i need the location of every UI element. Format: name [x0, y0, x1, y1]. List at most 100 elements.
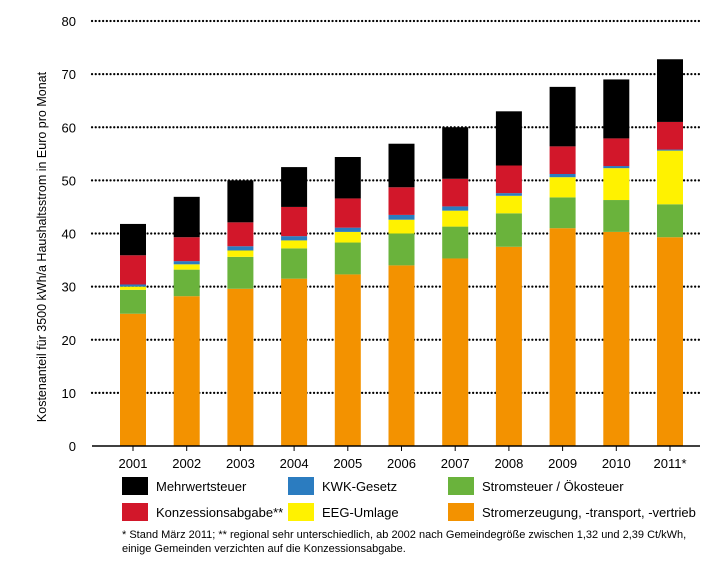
legend-label: Stromerzeugung, -transport, -vertrieb [482, 504, 696, 520]
bar-segment [495, 195, 522, 214]
bar-segment [334, 274, 361, 446]
bar-segment [173, 269, 200, 297]
bar-segment [549, 228, 576, 446]
bar-segment [549, 146, 576, 174]
bar-segment [281, 167, 308, 207]
y-tick-label: 80 [62, 14, 76, 29]
bar-segment [549, 177, 576, 198]
footnote-line: einige Gemeinden verzichten auf die Konz… [122, 543, 406, 555]
bar-segment [388, 219, 415, 234]
bar-segment [120, 255, 146, 285]
bar-segment [120, 286, 146, 290]
bar-segment [442, 206, 469, 211]
x-tick-label: 2009 [548, 456, 577, 471]
bar-segment [227, 288, 254, 446]
bar-segment [388, 233, 415, 266]
bar-segment [495, 111, 522, 166]
bar-segment [603, 231, 630, 446]
legend-item-mehrwertsteuer: Mehrwertsteuer [122, 476, 246, 496]
bar-segment [173, 196, 200, 238]
legend-item-stromsteuer: Stromsteuer / Ökosteuer [448, 476, 624, 496]
bar-segment [281, 206, 308, 237]
x-tick-label: 2001 [119, 456, 148, 471]
legend-swatch [288, 477, 314, 495]
x-tick-label: 2010 [602, 456, 631, 471]
bar-segment [120, 284, 146, 287]
bar-segment [495, 213, 522, 247]
bar-segment [442, 127, 469, 179]
legend: Mehrwertsteuer KWK-Gesetz Stromsteuer / … [122, 476, 702, 524]
bar-segment [657, 150, 683, 205]
bar-segment [549, 174, 576, 178]
bar-segment [281, 236, 308, 241]
y-tick-label: 10 [62, 386, 76, 401]
bar-segment [657, 204, 683, 238]
y-tick-label: 0 [69, 439, 76, 454]
y-tick-label: 50 [62, 173, 76, 188]
bar-segment [120, 313, 146, 446]
legend-label: Stromsteuer / Ökosteuer [482, 478, 624, 494]
bar-segment [334, 157, 361, 199]
legend-item-kwk-gesetz: KWK-Gesetz [288, 476, 397, 496]
bar-segment [495, 246, 522, 446]
y-tick-label: 20 [62, 333, 76, 348]
bar-segment [657, 237, 683, 446]
bar-segment [603, 166, 630, 169]
x-tick-label: 2006 [387, 456, 416, 471]
bar-segment [657, 149, 683, 151]
bar-segment [281, 240, 308, 249]
stacked-bar-chart: 0 10 20 30 40 50 60 70 80 2001 2002 2003 2004 2005 200… [35, 14, 702, 471]
legend-label: EEG-Umlage [322, 504, 399, 520]
bar-segment [495, 193, 522, 196]
bar-segment [227, 250, 254, 257]
y-axis-title: Kostenanteil für 3500 kWh/a Haushaltsstr… [35, 71, 49, 422]
bar-segment [173, 264, 200, 270]
bar-segment [442, 210, 469, 227]
bar-segment [388, 214, 415, 220]
x-tick-label: 2008 [494, 456, 523, 471]
bar-segment [334, 231, 361, 243]
bar-segment [334, 227, 361, 232]
bar-segment [657, 121, 683, 150]
x-tick-label: 2004 [280, 456, 309, 471]
legend-item-konzessionsabgabe: Konzessionsabgabe** [122, 502, 283, 522]
y-tick-label: 60 [62, 120, 76, 135]
bar-segment [549, 197, 576, 229]
bar-segment [173, 261, 200, 265]
bar-segment [334, 198, 361, 228]
bar-segment [442, 226, 469, 259]
bar-segment [603, 79, 630, 139]
bar-segment [120, 289, 146, 314]
bar-segment [281, 278, 308, 446]
bar-segment [388, 265, 415, 446]
x-tick-label: 2003 [226, 456, 255, 471]
x-tick-label: 2011* [653, 456, 686, 471]
legend-label: KWK-Gesetz [322, 478, 398, 494]
legend-label: Konzessionsabgabe** [156, 504, 284, 520]
footnote-line: * Stand März 2011; ** regional sehr unte… [122, 529, 687, 541]
x-tick-label: 2002 [172, 456, 201, 471]
legend-item-stromerzeugung: Stromerzeugung, -transport, -vertrieb [448, 502, 696, 522]
bar-segment [442, 258, 469, 446]
bar-segment [442, 178, 469, 207]
bar-segment [603, 138, 630, 167]
bar-segment [603, 200, 630, 232]
x-tick-label: 2007 [441, 456, 470, 471]
bars [120, 59, 683, 446]
legend-swatch [122, 477, 148, 495]
bar-segment [549, 86, 576, 147]
footnote: * Stand März 2011; ** regional sehr unte… [122, 528, 702, 556]
bar-segment [227, 180, 254, 223]
legend-item-eeg-umlage: EEG-Umlage [288, 502, 399, 522]
y-tick-label: 70 [62, 67, 76, 82]
bar-segment [495, 165, 522, 194]
bar-segment [227, 246, 254, 251]
legend-label: Mehrwertsteuer [156, 478, 247, 494]
legend-swatch [122, 503, 148, 521]
bar-segment [120, 223, 146, 256]
legend-swatch [448, 477, 474, 495]
y-tick-label: 30 [62, 280, 76, 295]
y-tick-label: 40 [62, 227, 76, 242]
bar-segment [388, 187, 415, 215]
bar-segment [281, 248, 308, 279]
